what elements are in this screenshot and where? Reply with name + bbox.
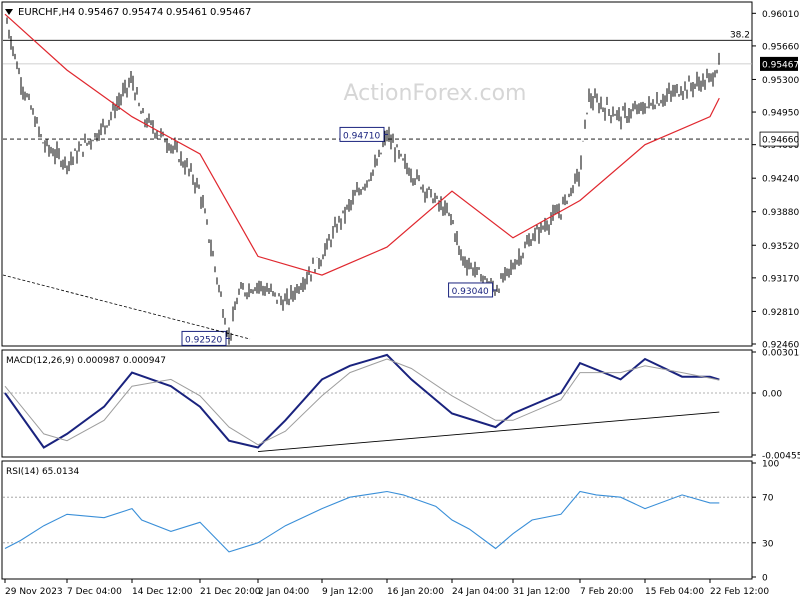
current-price-box [760,56,798,71]
rsi-y-tick-label: 30 [762,539,774,549]
rsi-panel: RSI(14) 65.0134 100 70 30 0 [1,460,779,584]
price-levels: 38.2 0.95467 0.94660 [3,30,799,147]
rsi-y-axis: 100 70 30 0 [3,460,779,584]
macd-y-axis: 0.003013 0.00 -0.00455 [3,349,800,462]
current-price-label: 0.95467 [762,60,799,70]
price-lines [4,13,720,276]
macd-lines [4,353,720,453]
price-y-tick-label: 0.92810 [762,308,799,318]
dropdown-arrow-icon[interactable] [5,9,13,15]
price-close: 0.95467 [210,7,251,18]
price-symbol: EURCHF,H4 [18,7,75,18]
price-low: 0.95461 [166,7,207,18]
rsi-y-tick-label: 70 [762,494,774,504]
x-tick-label: 21 Dec 20:00 [200,587,261,597]
price-annotations: 0.94710 0.93040 0.92520 [181,126,497,346]
macd-panel: MACD(12,26,9) 0.000987 0.000947 0.003013… [1,349,800,462]
price-y-tick-label: 0.95300 [762,76,799,86]
price-y-tick-label: 0.93880 [762,208,799,218]
price-annotation-label: 0.94710 [343,131,380,141]
price-high: 0.95474 [122,7,163,18]
rsi-lines [4,490,720,553]
price-y-tick-label: 0.96010 [762,10,799,20]
macd-y-tick-label: -0.00455 [762,452,800,462]
x-axis: 29 Nov 2023 7 Dec 04:00 14 Dec 12:00 21 Dec… [4,579,769,597]
x-tick-label: 2 Jan 04:00 [258,587,310,597]
x-tick-label: 7 Feb 20:00 [580,587,634,597]
x-tick-label: 24 Jan 04:00 [452,587,509,597]
price-bars [6,17,720,345]
price-y-tick-label: 0.94240 [762,175,799,185]
macd-panel-frame [1,349,753,458]
macd-trendline [257,411,720,453]
price-y-tick-label: 0.94950 [762,109,799,119]
support-trendline [2,274,251,340]
fib-level-label: 38.2 [730,30,750,40]
price-y-tick-label: 0.93520 [762,242,799,252]
price-y-tick-label: 0.92460 [762,341,799,351]
x-tick-label: 14 Dec 12:00 [132,587,193,597]
moving-average-line [4,13,720,276]
price-panel-frame [1,1,753,347]
price-panel: EURCHF,H4 0.95467 0.95474 0.95461 0.9546… [1,1,799,351]
price-y-tick-label: 0.93170 [762,274,799,284]
support-level-label: 0.94660 [762,136,799,146]
x-tick-label: 15 Feb 04:00 [645,587,704,597]
rsi-title: RSI(14) 65.0134 [6,467,79,477]
support-level-box [759,131,799,147]
price-annotation-label: 0.92520 [185,335,222,345]
x-tick-label: 31 Jan 12:00 [513,587,570,597]
x-tick-label: 22 Feb 12:00 [710,587,769,597]
macd-line [4,353,720,449]
macd-signal-line [4,358,720,446]
x-tick-label: 9 Jan 12:00 [322,587,374,597]
x-tick-label: 7 Dec 04:00 [67,587,122,597]
price-annotation-label: 0.93040 [452,287,489,297]
macd-y-tick-label: 0.003013 [762,349,800,359]
rsi-y-tick-label: 0 [762,574,768,584]
x-tick-label: 16 Jan 20:00 [387,587,444,597]
rsi-panel-frame [1,460,753,580]
price-open: 0.95467 [78,7,119,18]
rsi-line [4,490,720,553]
watermark: ActionForex.com [344,81,527,106]
price-y-tick-label: 0.95660 [762,42,799,52]
macd-title: MACD(12,26,9) 0.000987 0.000947 [6,356,166,366]
x-tick-label: 29 Nov 2023 [5,587,63,597]
macd-y-tick-label: 0.00 [762,390,782,400]
rsi-y-tick-label: 100 [762,460,779,470]
